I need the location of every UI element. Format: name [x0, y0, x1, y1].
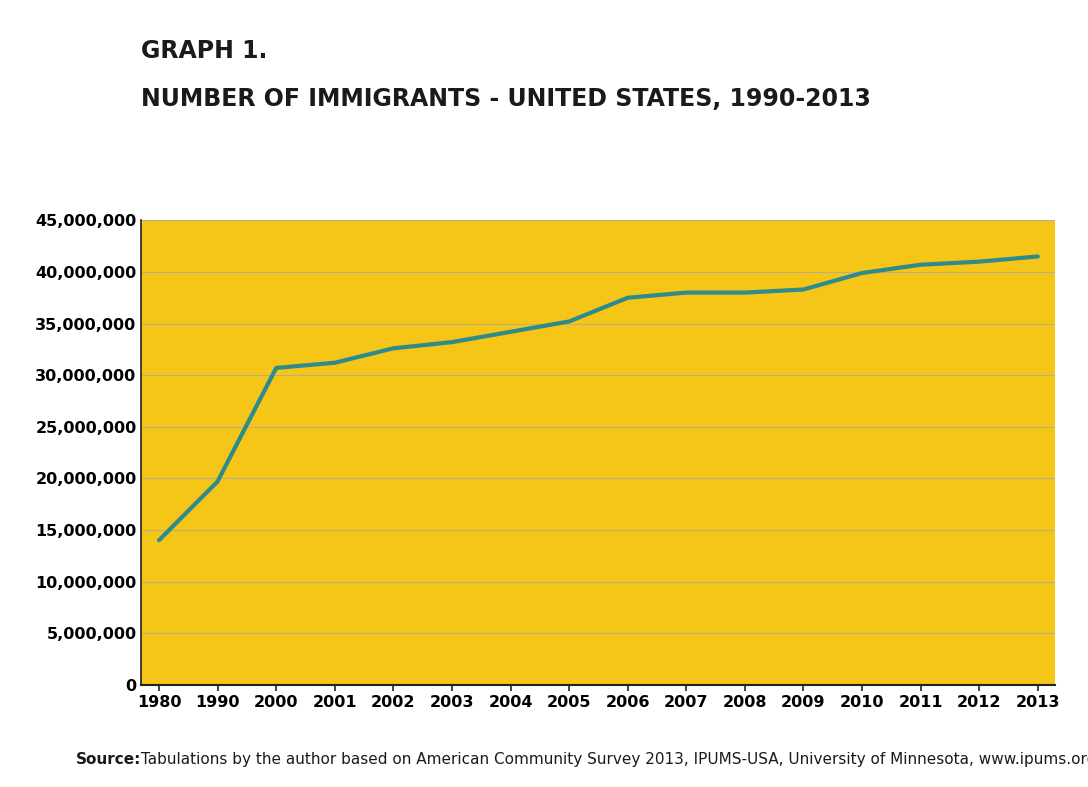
Text: Source:: Source: [76, 752, 141, 767]
Text: Tabulations by the author based on American Community Survey 2013, IPUMS-USA, Un: Tabulations by the author based on Ameri… [136, 752, 1088, 767]
Text: GRAPH 1.: GRAPH 1. [141, 39, 268, 63]
Text: NUMBER OF IMMIGRANTS - UNITED STATES, 1990-2013: NUMBER OF IMMIGRANTS - UNITED STATES, 19… [141, 87, 871, 110]
